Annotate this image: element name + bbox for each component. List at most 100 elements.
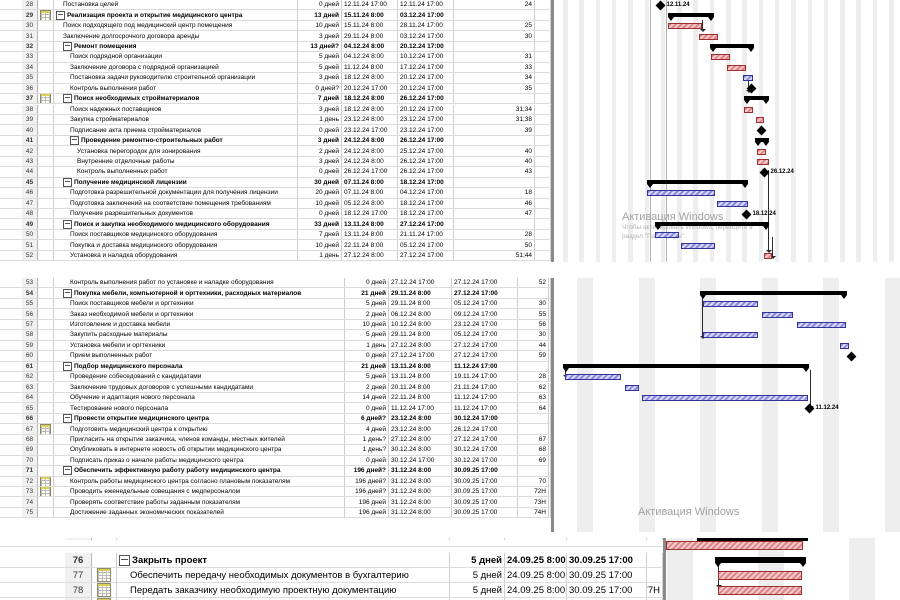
start-date-cell[interactable]: 27.12.24 8:00 [389,340,452,351]
row-id-cell[interactable]: 46 [22,188,38,198]
task-bar[interactable] [647,190,715,197]
row-id-cell[interactable]: 50 [22,229,38,240]
finish-date-cell[interactable]: 27.12.24 17:00 [452,278,518,288]
finish-date-cell[interactable]: 30.09.25 17:00 [452,476,518,486]
predecessors-cell[interactable]: 33 [454,62,535,73]
collapse-toggle[interactable] [63,288,72,298]
task-name-cell[interactable]: Установка и наладка оборудования [54,250,298,261]
row-id-cell[interactable]: 58 [22,330,38,340]
indicator-cell[interactable] [38,330,54,340]
predecessors-cell[interactable]: 52 [518,278,549,288]
duration-cell[interactable]: 3 дней [298,135,342,146]
finish-date-cell[interactable]: 27.12.24 17:00 [452,434,518,445]
indicator-cell[interactable] [38,392,54,403]
start-date-cell[interactable]: 29.11.24 8:00 [389,288,452,298]
row-id-cell[interactable]: 38 [22,104,38,114]
task-bar[interactable] [681,242,715,249]
duration-cell[interactable]: 1 день? [345,434,389,445]
indicator-cell[interactable] [38,250,54,261]
predecessors-cell[interactable] [454,41,535,52]
finish-date-cell[interactable]: 20.12.24 17:00 [398,83,454,94]
start-date-cell[interactable]: 24.12.24 8:00 [342,156,398,167]
duration-cell[interactable]: 5 дней [450,583,505,597]
finish-date-cell[interactable]: 03.12.24 17:00 [398,31,454,41]
row-id-cell[interactable]: 34 [22,62,38,73]
task-name-cell[interactable]: Заключение трудовых договоров с успешным… [54,382,345,392]
row-id-cell[interactable]: 67 [22,424,38,434]
finish-date-cell[interactable]: 30.09.25 17:00 [567,538,647,540]
start-date-cell[interactable]: 24.09.25 8:00 [507,568,567,582]
task-name-cell[interactable]: Проведение ремонтно-строительных работ [54,135,298,146]
indicator-cell[interactable] [38,497,54,507]
finish-date-cell[interactable]: 27.12.24 17:00 [452,288,518,298]
predecessors-cell[interactable]: 55 [518,309,549,319]
finish-date-cell[interactable]: 23.12.24 17:00 [398,114,454,125]
predecessors-cell[interactable]: 74Н [518,507,549,518]
start-date-cell[interactable]: 15.11.24 8:00 [342,20,398,31]
task-name-cell[interactable]: Получение разрешительных документов [54,209,298,219]
critical-task-bar[interactable] [756,117,764,124]
finish-date-cell[interactable]: 23.12.24 17:00 [452,319,518,330]
indicator-cell[interactable] [38,83,54,94]
predecessors-cell[interactable]: 77Н [647,583,663,597]
duration-cell[interactable]: 1 день [345,340,389,351]
indicator-cell[interactable] [38,351,54,361]
duration-cell[interactable]: 2 дней [345,309,389,319]
finish-date-cell[interactable]: 30.09.25 17:00 [567,583,647,597]
collapse-toggle[interactable] [63,414,72,424]
critical-task-bar[interactable] [727,64,746,71]
milestone-diamond[interactable] [846,351,856,362]
row-id-cell[interactable]: 44 [22,167,38,177]
summary-bar[interactable] [715,556,806,567]
task-name-cell[interactable]: Постановка задачи руководителю строитель… [54,73,298,83]
start-date-cell[interactable]: 31.12.24 8:00 [389,466,452,476]
task-name-cell[interactable]: Проводить еженедельные совещания с медпе… [54,487,345,497]
row-id-cell[interactable]: 33 [22,52,38,62]
finish-date-cell[interactable]: 04.12.24 17:00 [398,188,454,198]
indicator-cell[interactable] [38,445,54,455]
task-name-cell[interactable]: Контроль работы медицинского центра согл… [54,476,345,486]
row-id-cell[interactable]: 63 [22,382,38,392]
start-date-cell[interactable]: 24.09.25 8:00 [507,583,567,597]
indicator-cell[interactable] [38,20,54,31]
indicator-cell[interactable] [38,41,54,52]
predecessors-cell[interactable]: 63 [518,392,549,403]
predecessors-cell[interactable]: 56 [518,319,549,330]
finish-date-cell[interactable]: 18.12.24 17:00 [398,209,454,219]
predecessors-cell[interactable]: 50 [454,240,535,250]
predecessors-cell[interactable] [518,424,549,434]
task-name-cell[interactable]: Проверять соответствие работы заданным п… [54,497,345,507]
summary-bar[interactable] [755,138,769,147]
task-name-cell[interactable]: Обеспечить эффективную работу работу мед… [54,466,345,476]
finish-date-cell[interactable]: 18.12.24 17:00 [398,177,454,188]
summary-bar[interactable] [563,363,809,372]
row-id-cell[interactable]: 66 [22,413,38,424]
start-date-cell[interactable]: 26.12.24 17:00 [342,167,398,177]
row-id-cell[interactable]: 39 [22,114,38,125]
task-bar[interactable] [703,301,758,308]
task-name-cell[interactable]: Подписание акта приема стройматериалов [54,125,298,135]
duration-cell[interactable]: 1 день? [345,445,389,455]
task-name-cell[interactable]: Поиск подрядной организации [54,52,298,62]
summary-bar[interactable] [744,96,769,105]
start-date-cell[interactable]: 31.12.24 8:00 [505,538,567,540]
finish-date-cell[interactable]: 05.12.24 17:00 [452,298,518,309]
duration-cell[interactable]: 14 дней [345,392,389,403]
indicator-cell[interactable] [38,319,54,330]
indicator-cell[interactable] [38,209,54,219]
task-name-cell[interactable]: Заключение договора с подрядной организа… [54,62,298,73]
finish-date-cell[interactable]: 23.12.24 17:00 [398,125,454,135]
duration-cell[interactable]: 196 дней? [345,476,389,486]
finish-date-cell[interactable]: 20.12.24 17:00 [398,41,454,52]
predecessors-cell[interactable]: 70 [518,476,549,486]
finish-date-cell[interactable]: 25.12.24 17:00 [398,146,454,156]
indicator-cell[interactable] [38,240,54,250]
row-id-cell[interactable]: 30 [22,20,38,31]
start-date-cell[interactable]: 18.12.24 8:00 [342,73,398,83]
indicator-cell[interactable] [38,288,54,298]
start-date-cell[interactable]: 18.12.24 8:00 [342,94,398,104]
duration-cell[interactable]: 196 дней? [345,487,389,497]
row-id-cell[interactable]: 43 [22,156,38,167]
duration-cell[interactable]: 0 дней [298,0,342,10]
start-date-cell[interactable]: 13.11.24 8:00 [342,229,398,240]
